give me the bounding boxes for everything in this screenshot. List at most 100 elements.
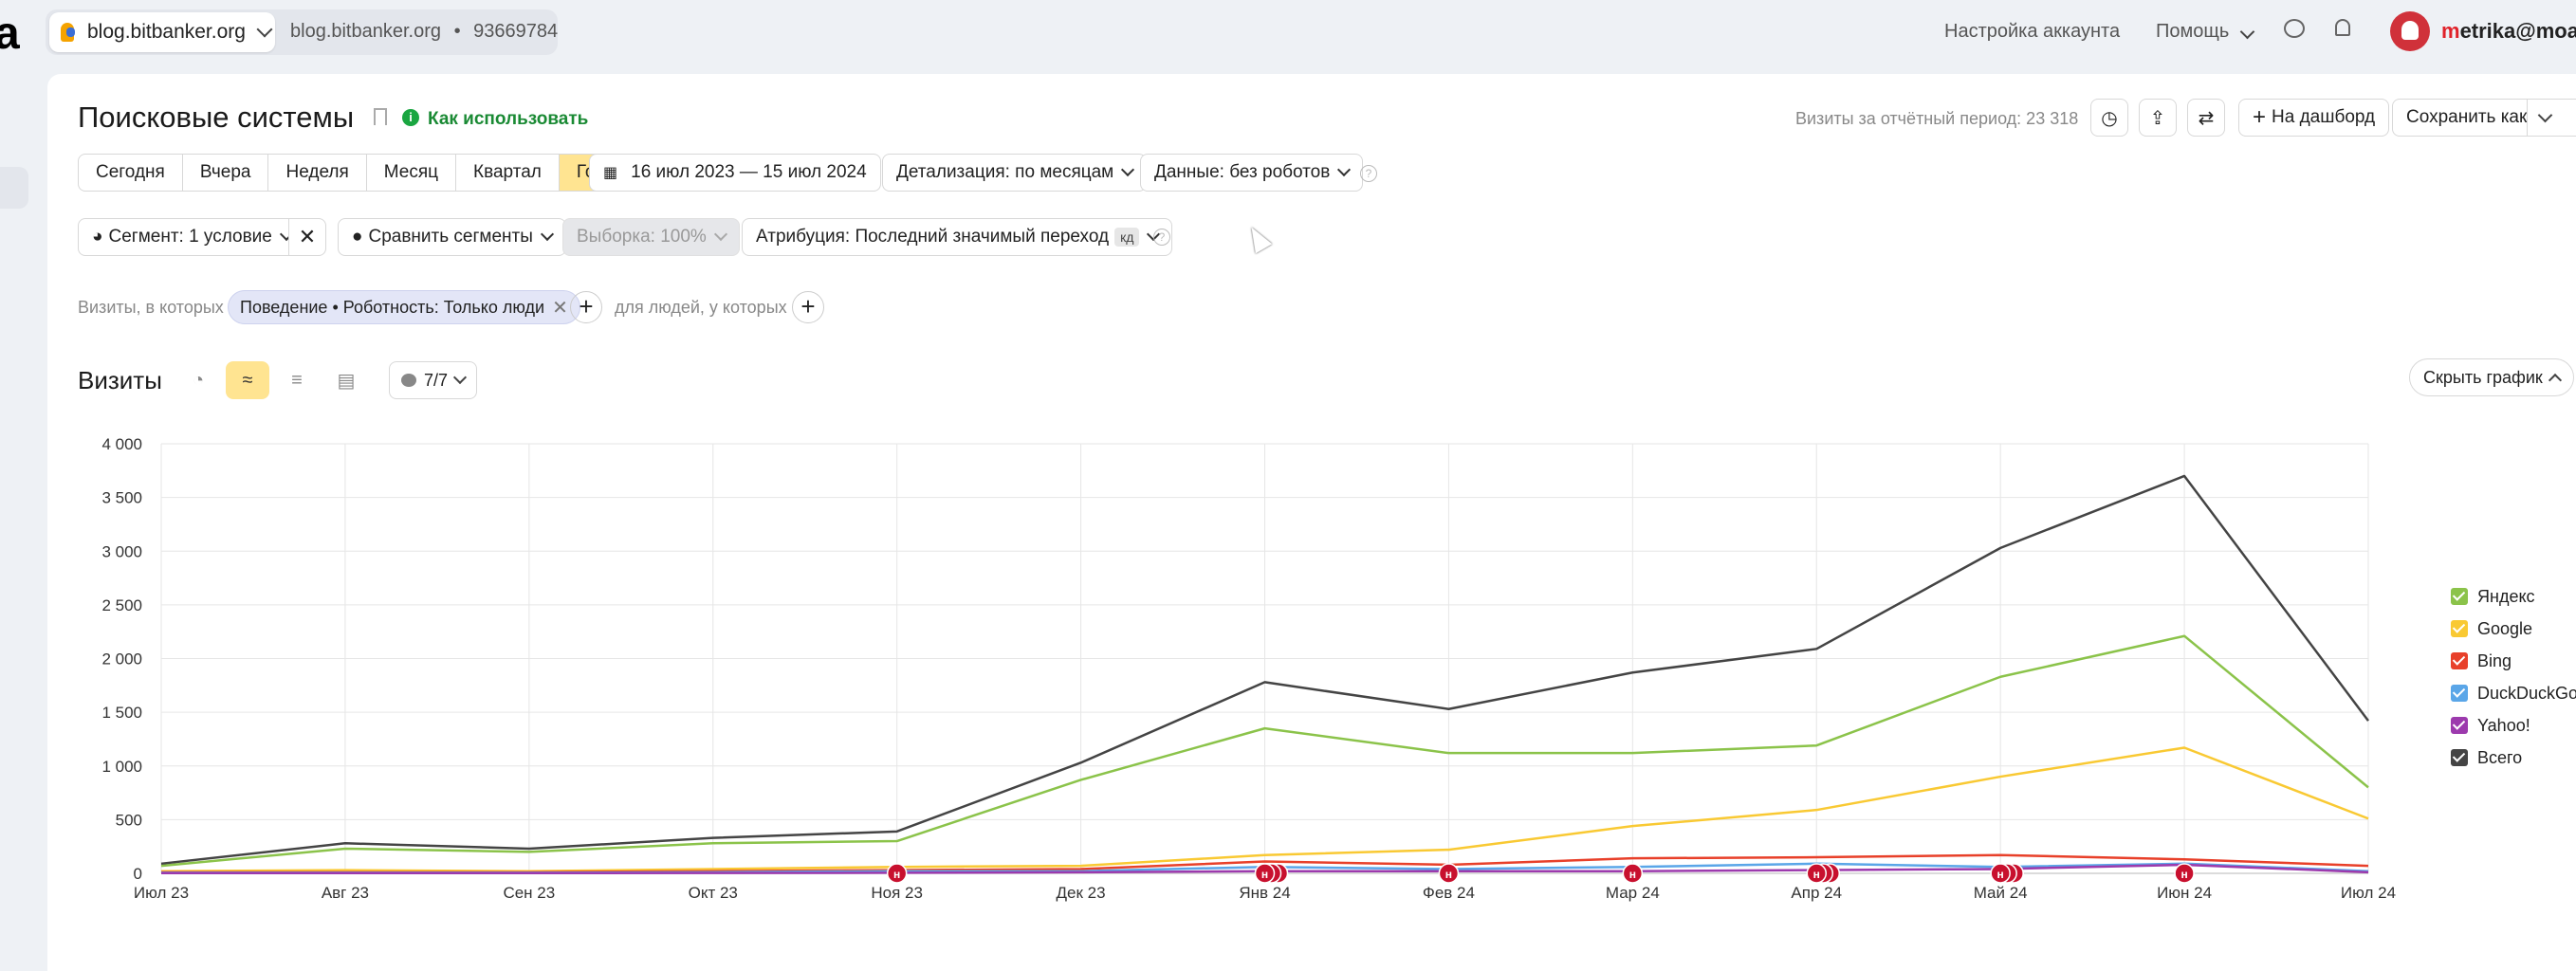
save-as-button[interactable]: Сохранить как bbox=[2392, 99, 2576, 137]
detail-select[interactable]: Детализация: по месяцам bbox=[882, 154, 1148, 192]
y-tick-label: 0 bbox=[134, 865, 142, 883]
annotation-label: н bbox=[1261, 868, 1268, 881]
how-to-use-link[interactable]: Как использовать bbox=[428, 109, 589, 129]
site-favicon-icon bbox=[59, 22, 78, 43]
export-button[interactable]: ⇪ bbox=[2139, 99, 2177, 137]
divider bbox=[2527, 99, 2528, 137]
x-tick-label: Мар 24 bbox=[1606, 884, 1660, 902]
y-tick-label: 2 000 bbox=[101, 650, 142, 669]
period-4[interactable]: Квартал bbox=[456, 155, 560, 191]
counter-site: blog.bitbanker.org bbox=[290, 21, 442, 42]
add-people-condition-button[interactable]: + bbox=[792, 291, 824, 323]
legend-item-0[interactable]: Яндекс bbox=[2451, 580, 2576, 613]
pie-icon: ◕ bbox=[92, 227, 103, 247]
counter-select[interactable]: blog.bitbanker.org bbox=[49, 12, 275, 52]
checkbox-icon[interactable] bbox=[2451, 749, 2468, 766]
hide-chart-button[interactable]: Скрыть график bbox=[2409, 358, 2574, 396]
refresh-button[interactable]: ⇄ bbox=[2187, 99, 2225, 137]
filter-chip-label: Поведение • Роботность: Только люди bbox=[240, 297, 545, 317]
date-range-label: 16 июл 2023 — 15 июл 2024 bbox=[631, 162, 867, 182]
line-chart-view-button[interactable]: ≈ bbox=[226, 361, 269, 399]
visits-total: Визиты за отчётный период: 23 318 bbox=[1795, 109, 2079, 128]
legend-item-4[interactable]: Yahoo! bbox=[2451, 709, 2576, 742]
checkbox-icon[interactable] bbox=[2451, 717, 2468, 734]
x-tick-label: Июл 24 bbox=[2341, 884, 2396, 902]
legend-label: Всего bbox=[2477, 747, 2523, 767]
legend-label: Yahoo! bbox=[2477, 715, 2530, 735]
legend-label: Яндекс bbox=[2477, 586, 2535, 606]
notes-select[interactable]: 7/7 bbox=[389, 361, 478, 399]
annotation-marker bbox=[2174, 863, 2195, 884]
hide-chart-label: Скрыть график bbox=[2423, 367, 2543, 387]
legend-item-3[interactable]: DuckDuckGo bbox=[2451, 677, 2576, 709]
bookmark-icon[interactable] bbox=[374, 108, 387, 125]
user-login[interactable]: metrika@moab.p bbox=[2441, 19, 2576, 44]
y-tick-label: 500 bbox=[116, 811, 142, 829]
sample-label: Выборка: 100% bbox=[577, 227, 707, 247]
period-1[interactable]: Вчера bbox=[183, 155, 269, 191]
attribution-select[interactable]: Атрибуция: Последний значимый переход кд bbox=[742, 218, 1173, 256]
compare-label: Сравнить сегменты bbox=[368, 227, 533, 247]
legend-label: DuckDuckGo bbox=[2477, 683, 2576, 703]
compare-segments-select[interactable]: ● Сравнить сегменты bbox=[338, 218, 566, 256]
avatar[interactable] bbox=[2390, 11, 2430, 51]
brand-logo[interactable]: a bbox=[0, 9, 20, 59]
history-button[interactable]: ◷ bbox=[2090, 99, 2128, 137]
add-condition-button[interactable]: + bbox=[570, 291, 602, 323]
checkbox-icon[interactable] bbox=[2451, 588, 2468, 605]
bell-icon[interactable] bbox=[2335, 19, 2350, 36]
compare-icon: ● bbox=[352, 227, 363, 247]
x-tick-label: Фев 24 bbox=[1423, 884, 1475, 902]
y-tick-label: 2 500 bbox=[101, 596, 142, 614]
attribution-badge: кд bbox=[1114, 228, 1140, 247]
help-menu[interactable]: Помощь bbox=[2156, 21, 2255, 43]
notes-count: 7/7 bbox=[424, 370, 449, 390]
annotation-label: н bbox=[893, 868, 900, 881]
line-chart-icon: ≈ bbox=[242, 369, 253, 391]
x-tick-label: Дек 23 bbox=[1057, 884, 1106, 902]
help-icon[interactable]: ? bbox=[1153, 229, 1170, 246]
legend-item-5[interactable]: Всего bbox=[2451, 742, 2576, 774]
sidebar-stub[interactable] bbox=[0, 167, 28, 209]
pie-chart-icon: ◔ bbox=[192, 369, 205, 391]
x-tick-label: Ноя 23 bbox=[871, 884, 923, 902]
account-settings-link[interactable]: Настройка аккаунта bbox=[1944, 21, 2121, 42]
annotation-marker bbox=[886, 863, 908, 884]
data-filter-label: Данные: без роботов bbox=[1154, 162, 1331, 182]
area-chart-icon: ≡ bbox=[291, 369, 303, 391]
refresh-icon: ⇄ bbox=[2198, 107, 2215, 129]
checkbox-icon[interactable] bbox=[2451, 685, 2468, 702]
bar-chart-view-button[interactable]: ▤ bbox=[324, 361, 368, 399]
segment-select[interactable]: ◕ Сегмент: 1 условие bbox=[78, 218, 305, 256]
date-range-picker[interactable]: ▦ 16 июл 2023 — 15 июл 2024 bbox=[589, 154, 881, 192]
pie-chart-view-button[interactable]: ◔ bbox=[176, 361, 220, 399]
x-tick-label: Июл 23 bbox=[134, 884, 189, 902]
data-filter-select[interactable]: Данные: без роботов bbox=[1140, 154, 1364, 192]
area-chart-view-button[interactable]: ≡ bbox=[275, 361, 319, 399]
segment-label: Сегмент: 1 условие bbox=[108, 227, 272, 247]
x-tick-label: Авг 23 bbox=[322, 884, 369, 902]
close-icon[interactable]: ✕ bbox=[552, 297, 568, 319]
period-0[interactable]: Сегодня bbox=[79, 155, 183, 191]
period-3[interactable]: Месяц bbox=[367, 155, 457, 191]
counter-info[interactable]: blog.bitbanker.org • 93669784 bbox=[290, 21, 558, 43]
annotation-marker bbox=[1622, 863, 1644, 884]
x-tick-label: Июн 24 bbox=[2157, 884, 2212, 902]
x-tick-label: Янв 24 bbox=[1239, 884, 1290, 902]
chat-icon[interactable] bbox=[2284, 19, 2305, 38]
filter-prefix: Визиты, в которых bbox=[78, 298, 224, 317]
help-label: Помощь bbox=[2156, 21, 2230, 42]
clear-segment-button[interactable]: ✕ bbox=[288, 218, 326, 256]
add-dashboard-button[interactable]: + На дашборд bbox=[2238, 99, 2390, 137]
legend-item-2[interactable]: Bing bbox=[2451, 645, 2576, 677]
x-tick-label: Май 24 bbox=[1974, 884, 2028, 902]
help-icon[interactable]: ? bbox=[1360, 165, 1377, 182]
filter-chip[interactable]: Поведение • Роботность: Только люди ✕ bbox=[228, 290, 580, 324]
x-tick-label: Сен 23 bbox=[503, 884, 555, 902]
x-tick-label: Апр 24 bbox=[1791, 884, 1842, 902]
checkbox-icon[interactable] bbox=[2451, 620, 2468, 637]
legend-item-1[interactable]: Google bbox=[2451, 613, 2576, 645]
period-2[interactable]: Неделя bbox=[268, 155, 367, 191]
checkbox-icon[interactable] bbox=[2451, 652, 2468, 669]
